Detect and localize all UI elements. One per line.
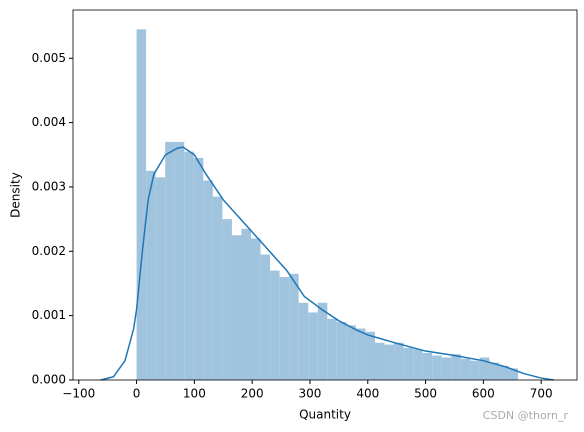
histogram-bar — [432, 355, 442, 380]
histogram-bar — [336, 322, 347, 380]
x-tick-label: 200 — [241, 387, 264, 401]
histogram-bar — [498, 365, 509, 380]
x-tick-label: −100 — [62, 387, 95, 401]
x-tick-label: 100 — [183, 387, 206, 401]
y-tick-label: 0.000 — [32, 373, 66, 387]
histogram-bar — [327, 318, 337, 380]
histogram-bar — [146, 170, 156, 380]
histogram-bar — [203, 180, 213, 380]
x-tick-label: 0 — [133, 387, 141, 401]
histogram-bar — [489, 362, 499, 380]
x-tick-label: 600 — [472, 387, 495, 401]
y-tick-label: 0.001 — [32, 308, 66, 322]
histogram-bar — [184, 151, 194, 380]
y-tick-label: 0.005 — [32, 51, 66, 65]
histogram-bar — [365, 331, 375, 380]
histogram-bar — [222, 219, 232, 380]
histogram-bar — [479, 357, 490, 380]
y-tick-label: 0.002 — [32, 244, 66, 258]
x-tick-label: 300 — [299, 387, 322, 401]
x-tick-label: 500 — [414, 387, 437, 401]
histogram-bar — [241, 228, 252, 380]
histogram-bar — [270, 270, 280, 380]
x-tick-label: 400 — [356, 387, 379, 401]
histogram-bar — [441, 357, 452, 380]
histogram-bar — [355, 328, 366, 380]
kde-line — [100, 146, 554, 381]
histogram-bar — [165, 141, 175, 380]
histogram-bar — [155, 177, 166, 380]
histogram-bar — [260, 254, 271, 380]
histogram-bar — [308, 312, 318, 380]
x-tick-label: 700 — [530, 387, 553, 401]
histogram-bar — [451, 354, 461, 380]
y-tick-label: 0.004 — [32, 115, 66, 129]
histogram-bar — [289, 273, 299, 380]
watermark: CSDN @thorn_r — [483, 409, 569, 422]
histogram-bar — [403, 347, 414, 380]
histogram-bar — [384, 344, 395, 380]
plot-frame — [72, 9, 578, 381]
histogram-bar — [346, 325, 356, 380]
histogram-bar — [317, 302, 328, 380]
y-axis-label: Density — [9, 172, 23, 218]
histogram-bar — [174, 141, 185, 380]
histogram-bar — [470, 360, 480, 380]
histogram-bar — [251, 238, 261, 380]
y-tick-label: 0.003 — [32, 179, 66, 193]
histogram-bar — [231, 235, 242, 380]
histogram-bar — [136, 29, 147, 380]
histogram-bar — [508, 368, 519, 380]
histogram-bar — [298, 302, 309, 380]
x-axis-label: Quantity — [299, 408, 351, 422]
histogram-bar — [193, 158, 204, 380]
histogram-bar — [212, 196, 223, 380]
histogram-bar — [413, 349, 423, 380]
histogram-bar — [422, 352, 433, 380]
histogram-bar — [460, 358, 471, 380]
histogram-bar — [374, 342, 385, 380]
histogram-bar — [279, 277, 290, 380]
histogram-bar — [394, 342, 404, 380]
